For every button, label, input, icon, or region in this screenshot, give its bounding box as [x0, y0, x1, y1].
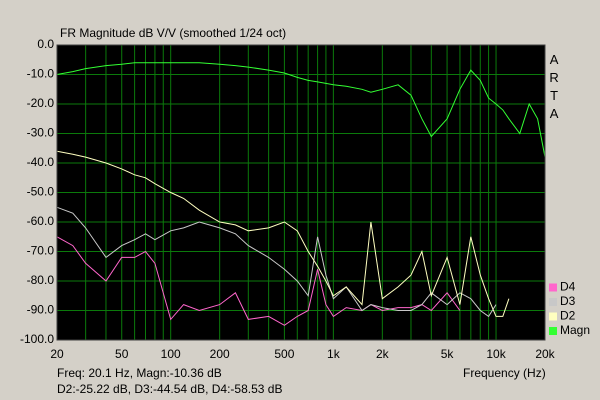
- legend-label: D2: [560, 309, 576, 323]
- brand: ARTA: [547, 52, 562, 124]
- x-tick-label: 5k: [441, 347, 455, 361]
- series-line: [56, 150, 510, 317]
- y-tick-label: -100.0: [20, 332, 54, 346]
- x-tick-label: 2k: [376, 347, 390, 361]
- y-tick-label: -10.0: [27, 67, 55, 81]
- x-tick-label: 200: [210, 347, 230, 361]
- series-line: [56, 62, 546, 158]
- x-tick-label: 20k: [535, 347, 555, 361]
- y-tick-label: -20.0: [27, 96, 55, 110]
- readout-line: D2:-25.22 dB, D3:-44.54 dB, D4:-58.53 dB: [57, 382, 282, 396]
- y-tick-label: -30.0: [27, 126, 55, 140]
- legend-swatch: [549, 327, 557, 335]
- y-tick-label: -70.0: [27, 244, 55, 258]
- legend-swatch: [549, 283, 557, 292]
- y-tick-label: -40.0: [27, 155, 55, 169]
- series-line: [56, 206, 497, 318]
- x-axis-title: Frequency (Hz): [463, 366, 546, 380]
- legend-swatch: [549, 298, 557, 306]
- legend-label: D4: [560, 280, 576, 294]
- y-tick-label: -90.0: [27, 303, 55, 317]
- y-tick-label: 0.0: [37, 37, 54, 51]
- plot-frame: [56, 44, 546, 341]
- x-tick-label: 100: [161, 347, 181, 361]
- x-tick-label: 1k: [327, 347, 341, 361]
- x-tick-label: 10k: [486, 347, 506, 361]
- legend-swatch: [549, 312, 557, 321]
- legend-label: Magn: [560, 323, 590, 337]
- readout-line: Freq: 20.1 Hz, Magn:-10.36 dB: [57, 366, 222, 380]
- series-line: [56, 236, 461, 326]
- y-tick-label: -50.0: [27, 185, 55, 199]
- y-tick-label: -60.0: [27, 214, 55, 228]
- chart-title: FR Magnitude dB V/V (smoothed 1/24 oct): [60, 26, 286, 40]
- x-tick-label: 500: [274, 347, 294, 361]
- y-tick-label: -80.0: [27, 273, 55, 287]
- x-tick-label: 20: [50, 347, 64, 361]
- x-tick-label: 50: [115, 347, 129, 361]
- legend-label: D3: [560, 294, 576, 308]
